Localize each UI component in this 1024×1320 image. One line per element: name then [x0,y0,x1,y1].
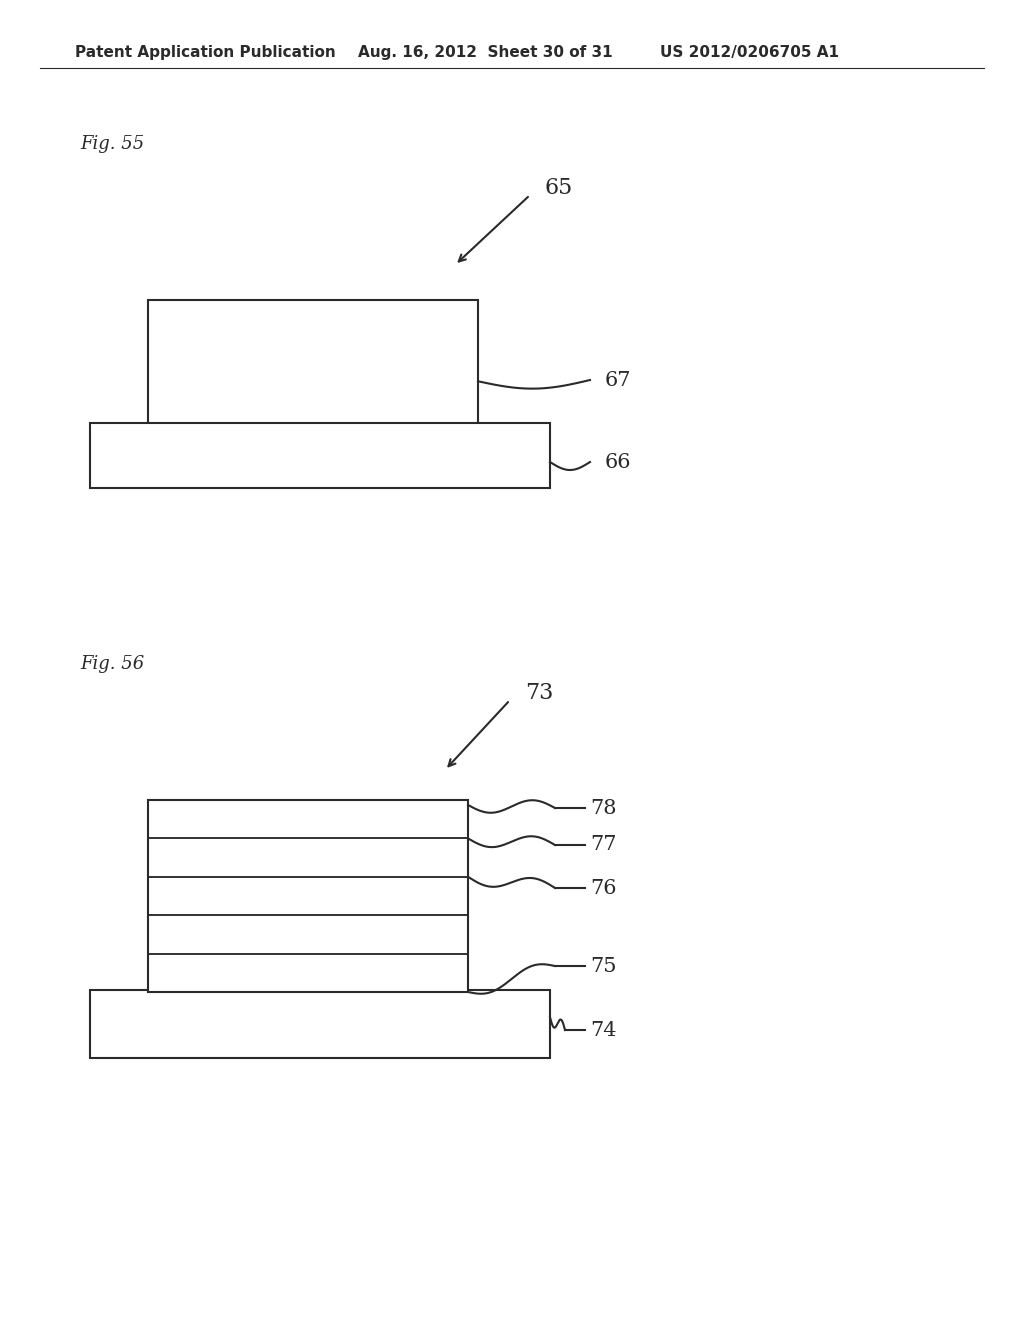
Text: US 2012/0206705 A1: US 2012/0206705 A1 [660,45,839,59]
Text: 67: 67 [605,371,632,389]
Text: 66: 66 [605,453,632,471]
Text: 78: 78 [590,799,616,817]
Text: Fig. 56: Fig. 56 [80,655,144,673]
Bar [90,422,550,488]
Text: 65: 65 [545,177,573,199]
Text: 76: 76 [590,879,616,898]
Bar [148,300,478,425]
Bar [90,990,550,1059]
Text: 74: 74 [590,1020,616,1040]
Text: 75: 75 [590,957,616,975]
Bar [148,800,468,993]
Text: Fig. 55: Fig. 55 [80,135,144,153]
Text: 73: 73 [525,682,553,704]
Text: 77: 77 [590,836,616,854]
Text: Aug. 16, 2012  Sheet 30 of 31: Aug. 16, 2012 Sheet 30 of 31 [358,45,612,59]
Text: Patent Application Publication: Patent Application Publication [75,45,336,59]
